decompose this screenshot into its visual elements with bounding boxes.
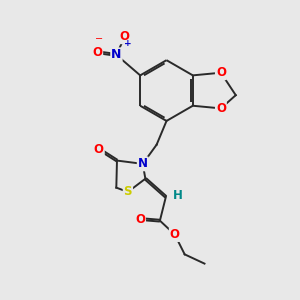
Text: O: O — [120, 30, 130, 43]
Text: O: O — [170, 228, 180, 241]
Text: O: O — [92, 46, 102, 59]
Text: N: N — [138, 158, 148, 170]
Text: O: O — [94, 142, 104, 155]
Text: O: O — [135, 212, 145, 226]
Text: −: − — [94, 34, 103, 44]
Text: S: S — [124, 185, 132, 198]
Text: O: O — [216, 102, 226, 115]
Text: N: N — [111, 48, 122, 62]
Text: H: H — [172, 189, 182, 202]
Text: +: + — [124, 39, 131, 48]
Text: O: O — [216, 66, 226, 79]
